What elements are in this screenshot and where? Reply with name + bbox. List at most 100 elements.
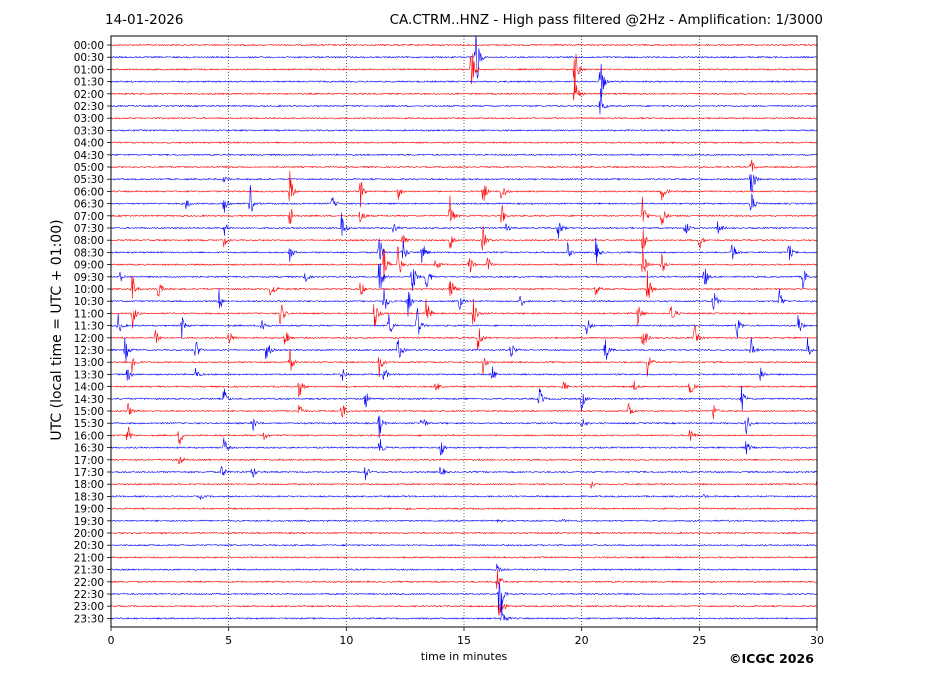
x-tick-label: 15	[457, 634, 471, 647]
y-tick-labels: 00:0000:3001:0001:3002:0002:3003:0003:30…	[74, 40, 111, 625]
y-tick-label: 03:30	[74, 125, 104, 137]
y-tick-label: 05:00	[74, 162, 104, 174]
trace-0930	[111, 263, 817, 291]
trace-0000	[111, 43, 817, 47]
y-tick-label: 18:00	[74, 479, 104, 491]
x-tick-label: 5	[225, 634, 232, 647]
y-tick-label: 04:00	[74, 138, 104, 150]
y-tick-label: 08:30	[74, 247, 104, 259]
y-tick-label: 10:30	[74, 296, 104, 308]
trace-2000	[111, 531, 817, 535]
trace-2300	[111, 603, 817, 616]
trace-2030	[111, 543, 817, 547]
y-tick-label: 01:30	[74, 77, 104, 89]
trace-0300	[111, 116, 817, 120]
trace-2100	[111, 555, 817, 559]
y-tick-label: 09:00	[74, 260, 104, 272]
y-tick-label: 07:30	[74, 223, 104, 235]
y-tick-label: 08:00	[74, 235, 104, 247]
y-tick-label: 21:00	[74, 552, 104, 564]
trace-0500	[111, 159, 817, 172]
trace-2330	[111, 600, 817, 622]
trace-0400	[111, 141, 817, 145]
y-tick-label: 20:00	[74, 528, 104, 540]
x-tick-label: 0	[108, 634, 115, 647]
trace-0800	[111, 226, 817, 251]
y-tick-label: 05:30	[74, 174, 104, 186]
y-tick-label: 14:30	[74, 394, 104, 406]
trace-1930	[111, 518, 817, 524]
trace-1400	[111, 380, 817, 397]
y-tick-label: 17:00	[74, 455, 104, 467]
trace-2230	[111, 581, 817, 613]
trace-1700	[111, 456, 817, 465]
y-tick-label: 15:00	[74, 406, 104, 418]
trace-0830	[111, 237, 817, 264]
x-tick-label: 25	[692, 634, 706, 647]
trace-0330	[111, 128, 817, 132]
y-tick-label: 23:30	[74, 613, 104, 625]
y-tick-label: 11:30	[74, 321, 104, 333]
y-tick-label: 02:30	[74, 101, 104, 113]
trace-1530	[111, 415, 817, 439]
grid-lines	[228, 36, 700, 627]
trace-1300	[111, 349, 817, 378]
y-tick-label: 12:30	[74, 345, 104, 357]
trace-0700	[111, 195, 817, 225]
y-tick-label: 19:30	[74, 516, 104, 528]
y-tick-label: 13:00	[74, 357, 104, 369]
trace-1200	[111, 324, 817, 350]
y-tick-label: 21:30	[74, 565, 104, 577]
x-tick-label: 30	[810, 634, 824, 647]
y-tick-label: 11:00	[74, 308, 104, 320]
trace-1330	[111, 366, 817, 381]
y-tick-label: 19:00	[74, 504, 104, 516]
trace-1800	[111, 481, 817, 489]
trace-1130	[111, 308, 817, 339]
trace-0730	[111, 212, 817, 239]
y-tick-label: 03:00	[74, 113, 104, 125]
y-tick-label: 17:30	[74, 467, 104, 479]
trace-1830	[111, 493, 817, 500]
trace-0630	[111, 185, 817, 213]
y-tick-label: 07:00	[74, 211, 104, 223]
copyright-label: ©ICGC 2026	[729, 651, 814, 666]
y-tick-label: 06:30	[74, 199, 104, 211]
trace-0430	[111, 153, 817, 157]
x-tick-label: 20	[575, 634, 589, 647]
y-tick-label: 23:00	[74, 601, 104, 613]
x-tick-label: 10	[339, 634, 353, 647]
plot-frame	[110, 35, 818, 628]
trace-2130	[111, 563, 817, 572]
trace-1630	[111, 437, 817, 456]
trace-lines	[111, 36, 817, 622]
y-tick-label: 13:30	[74, 369, 104, 381]
y-tick-label: 10:00	[74, 284, 104, 296]
y-tick-label: 02:00	[74, 89, 104, 101]
trace-0030	[111, 36, 817, 79]
trace-1100	[111, 298, 817, 329]
trace-2200	[111, 569, 817, 590]
trace-1600	[111, 426, 817, 445]
trace-0530	[111, 174, 817, 193]
y-tick-label: 12:00	[74, 333, 104, 345]
trace-0600	[111, 170, 817, 208]
y-tick-label: 04:30	[74, 150, 104, 162]
trace-0130	[111, 63, 817, 97]
y-tick-label: 06:00	[74, 186, 104, 198]
trace-1500	[111, 402, 817, 420]
trace-1730	[111, 465, 817, 481]
trace-1430	[111, 385, 817, 411]
y-tick-label: 00:30	[74, 52, 104, 64]
y-tick-label: 01:00	[74, 64, 104, 76]
trace-0900	[111, 246, 817, 282]
x-axis-label: time in minutes	[420, 650, 508, 663]
chart-title: CA.CTRM..HNZ - High pass filtered @2Hz -…	[389, 12, 823, 28]
y-tick-label: 00:00	[74, 40, 104, 52]
trace-1000	[111, 270, 817, 299]
y-tick-label: 22:00	[74, 577, 104, 589]
date-label: 14-01-2026	[105, 12, 184, 28]
y-tick-label: 09:30	[74, 272, 104, 284]
y-tick-label: 14:00	[74, 382, 104, 394]
